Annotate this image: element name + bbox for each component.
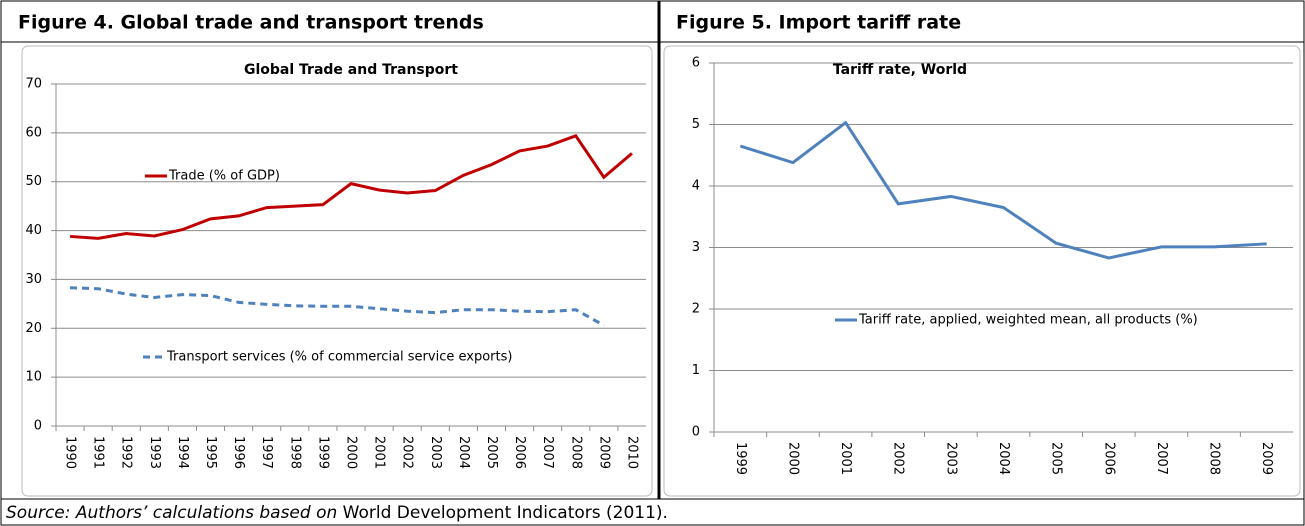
source-text: World Development Indicators (2011). [343, 503, 668, 523]
legend-label: Tariff rate, applied, weighted mean, all… [858, 313, 1198, 328]
y-tick-label: 50 [25, 174, 42, 189]
y-tick-label: 2 [692, 302, 700, 317]
legend-label: Transport services (% of commercial serv… [166, 350, 512, 365]
x-tick-label: 2008 [568, 436, 583, 469]
x-tick-label: 2001 [372, 436, 387, 469]
x-tick-label: 1992 [119, 436, 134, 469]
figure-title: Figure 4. Global trade and transport tre… [18, 12, 484, 34]
x-tick-label: 1998 [287, 436, 302, 469]
y-tick-label: 0 [692, 425, 700, 440]
x-tick-label: 1990 [63, 436, 78, 469]
y-tick-label: 1 [692, 363, 700, 378]
chart-frame [21, 45, 653, 497]
x-tick-label: 1997 [259, 436, 274, 469]
x-tick-label: 2002 [400, 436, 415, 469]
y-tick-label: 60 [25, 125, 42, 140]
y-tick-label: 3 [692, 240, 700, 255]
x-tick-label: 2009 [1259, 442, 1274, 475]
x-tick-label: 2010 [624, 436, 639, 469]
x-tick-label: 2003 [943, 442, 958, 475]
chart-frame [663, 45, 1301, 497]
x-tick-label: 2007 [1154, 442, 1169, 475]
x-tick-label: 2008 [1207, 442, 1222, 475]
y-tick-label: 20 [25, 321, 42, 336]
line-series [69, 286, 605, 327]
x-tick-label: 2002 [891, 442, 906, 475]
x-tick-label: 2003 [428, 436, 443, 469]
x-tick-label: 1999 [315, 436, 330, 469]
y-tick-label: 10 [25, 370, 42, 385]
x-tick-label: 2001 [838, 442, 853, 475]
x-tick-label: 2000 [785, 442, 800, 475]
x-tick-label: 2005 [484, 436, 499, 469]
x-tick-label: 2004 [456, 436, 471, 469]
y-tick-label: 5 [692, 117, 700, 132]
y-tick-label: 4 [692, 179, 700, 194]
x-tick-label: 2006 [1101, 442, 1116, 475]
x-tick-label: 1994 [175, 436, 190, 469]
y-tick-label: 70 [25, 77, 42, 92]
source-note: Source: Authors’ calculations based on W… [6, 503, 668, 523]
chart-title: Tariff rate, World [833, 62, 967, 78]
x-tick-label: 2005 [1049, 442, 1064, 475]
x-tick-label: 2009 [596, 436, 611, 469]
x-tick-label: 2000 [344, 436, 359, 469]
x-tick-label: 2004 [996, 442, 1011, 475]
x-tick-label: 1993 [147, 436, 162, 469]
line-series [69, 133, 633, 240]
x-tick-label: 2007 [540, 436, 555, 469]
figure-title: Figure 5. Import tariff rate [676, 12, 961, 34]
legend-label: Trade (% of GDP) [168, 169, 280, 184]
y-tick-label: 30 [25, 272, 42, 287]
y-tick-label: 6 [692, 56, 700, 71]
x-tick-label: 1996 [231, 436, 246, 469]
chart-title: Global Trade and Transport [244, 62, 458, 78]
x-tick-label: 1999 [733, 442, 748, 475]
y-tick-label: 40 [25, 223, 42, 238]
x-tick-label: 2006 [512, 436, 527, 469]
y-tick-label: 0 [34, 419, 42, 434]
x-tick-label: 1991 [91, 436, 106, 469]
source-italic: Source: Authors’ calculations based on [6, 503, 337, 523]
x-tick-label: 1995 [203, 436, 218, 469]
line-series [739, 120, 1267, 260]
